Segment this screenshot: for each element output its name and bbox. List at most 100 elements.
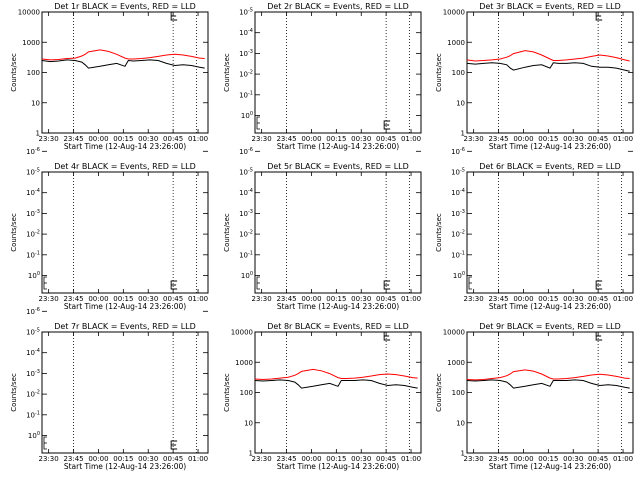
y-tick-label: 100 [453,271,465,280]
y-tick-label: 1 [461,130,465,138]
y-tick-label: 10-2 [26,390,40,399]
y-tick-label: 10-1 [451,250,465,259]
x-tick-label: 00:30 [138,135,158,143]
x-tick-label: 23:30 [252,295,272,303]
x-tick-label: 01:00 [613,135,633,143]
series-line-events [254,379,418,389]
series-line-lld [41,49,205,61]
y-tick-label: 10-5 [451,168,465,177]
plot-frame [466,331,634,454]
x-axis-label: Start Time (12-Aug-14 23:26:00) [64,462,186,471]
x-tick-label: 00:15 [538,135,558,143]
x-tick-label: 01:00 [188,455,208,463]
y-tick-label: 10 [456,419,465,427]
y-axis-label: Counts/sec [435,53,443,92]
det-plot-5: Det 5r BLACK = Events, RED = LLD 23:30 23:… [223,147,422,311]
x-tick-label: 00:00 [88,135,108,143]
x-tick-label: 00:45 [376,455,396,463]
x-tick-label: 23:45 [488,295,508,303]
det-plot-7: Det 7r BLACK = Events, RED = LLD 23:30 23:… [10,307,209,471]
plot-frame [41,331,209,454]
y-tick-label: 1 [461,450,465,458]
y-axis-label: Counts/sec [10,53,18,92]
x-axis-label: Start Time (12-Aug-14 23:26:00) [277,142,399,151]
x-tick-label: 23:45 [63,135,83,143]
x-tick-label: 00:45 [588,135,608,143]
x-tick-label: 00:00 [301,455,321,463]
y-tick-label: 100 [28,271,40,280]
y-tick-label: 10 [31,99,40,107]
y-tick-label: 10-6 [26,147,40,156]
x-tick-label: 00:15 [113,295,133,303]
y-tick-label: 1 [249,450,253,458]
x-tick-label: 00:00 [301,295,321,303]
x-tick-label: 00:15 [113,135,133,143]
y-tick-label: 1000 [22,39,40,47]
x-tick-label: 00:00 [88,295,108,303]
e-marker [595,11,603,21]
x-tick-label: 23:45 [276,135,296,143]
x-tick-label: 23:45 [276,455,296,463]
x-tick-label: 00:15 [326,295,346,303]
y-tick-label: 10000 [231,329,253,337]
y-axis-label: Counts/sec [10,373,18,412]
y-tick-label: 10-1 [26,410,40,419]
plot-frame [466,171,634,294]
plot-frame [254,331,422,454]
x-tick-label: 23:30 [464,455,484,463]
x-tick-label: 23:45 [63,295,83,303]
y-tick-label: 10-3 [26,369,40,378]
y-tick-label: 10-3 [239,209,253,218]
y-tick-label: 10 [456,99,465,107]
series-line-events [466,379,630,389]
y-tick-label: 10000 [443,9,465,17]
y-tick-label: 10-1 [239,90,253,99]
x-tick-label: 23:30 [39,295,59,303]
x-tick-label: 01:00 [613,295,633,303]
range-marker-left [256,276,260,290]
e-marker [170,280,178,290]
y-tick-label: 10-6 [239,147,253,156]
y-tick-label: 10-5 [26,168,40,177]
e-marker [383,120,391,130]
plot-title: Det 2r BLACK = Events, RED = LLD [267,2,409,11]
y-tick-label: 10-6 [26,307,40,316]
x-tick-label: 00:15 [538,455,558,463]
y-tick-label: 100 [28,431,40,440]
y-tick-label: 100 [241,271,253,280]
y-tick-label: 100 [27,69,40,77]
det-plot-6: Det 6r BLACK = Events, RED = LLD 23:30 23:… [435,147,634,311]
x-tick-label: 00:45 [588,455,608,463]
e-marker [595,280,603,290]
y-tick-label: 1 [36,130,40,138]
x-tick-label: 00:45 [588,295,608,303]
x-tick-label: 00:30 [563,295,583,303]
x-tick-label: 23:30 [252,455,272,463]
x-tick-label: 00:30 [563,455,583,463]
y-tick-label: 1000 [447,359,465,367]
plot-title: Det 8r BLACK = Events, RED = LLD [267,322,409,331]
y-tick-label: 10 [244,419,253,427]
x-axis-label: Start Time (12-Aug-14 23:26:00) [277,302,399,311]
y-tick-label: 10000 [443,329,465,337]
y-tick-label: 10-2 [239,230,253,239]
x-tick-label: 00:45 [376,295,396,303]
y-tick-label: 100 [452,69,465,77]
x-tick-label: 00:00 [513,135,533,143]
plot-frame [466,11,634,134]
y-tick-label: 1000 [447,39,465,47]
x-tick-label: 00:00 [513,295,533,303]
range-marker-left [256,116,260,130]
det-plot-2: Det 2r BLACK = Events, RED = LLD 23:30 23:… [223,2,422,151]
x-tick-label: 23:30 [39,135,59,143]
x-tick-label: 00:45 [376,135,396,143]
x-tick-label: 00:30 [351,295,371,303]
y-tick-label: 10-4 [451,188,465,197]
x-tick-label: 00:30 [138,295,158,303]
y-tick-label: 10-4 [26,188,40,197]
x-tick-label: 00:00 [88,455,108,463]
x-tick-label: 00:15 [326,455,346,463]
plot-frame [254,11,422,134]
plot-title: Det 1r BLACK = Events, RED = LLD [54,2,196,11]
